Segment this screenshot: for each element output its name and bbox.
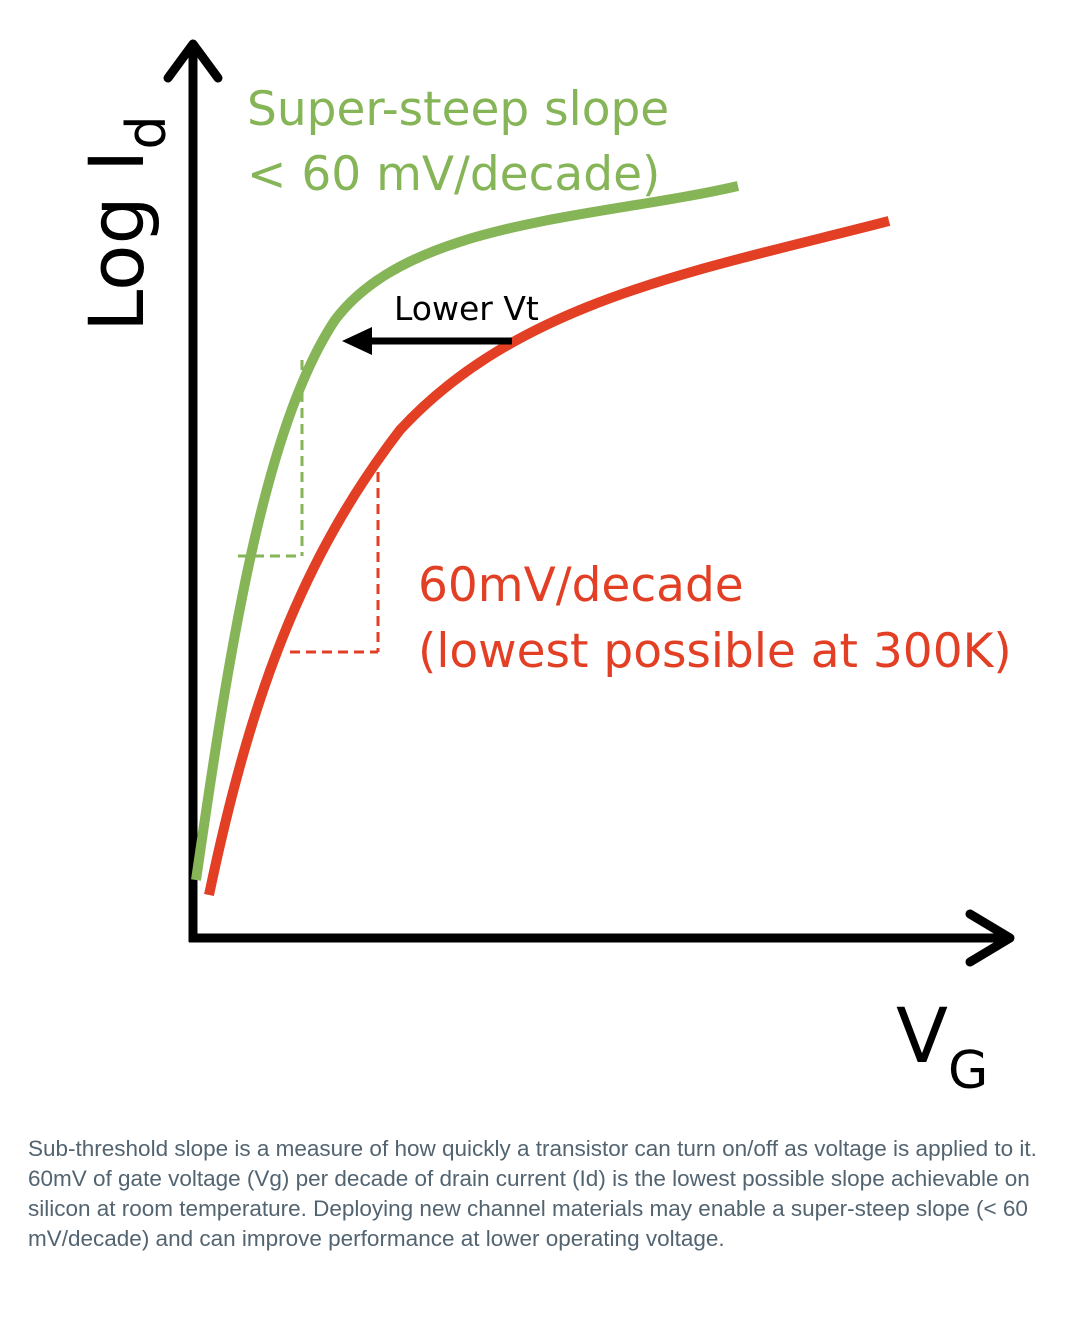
lower-vt-arrow — [342, 327, 512, 355]
green-label-line2: < 60 mV/decade) — [247, 147, 660, 202]
axes — [163, 39, 1015, 967]
y-axis-label-sub: d — [115, 115, 178, 149]
x-axis-arrowhead — [965, 909, 1015, 967]
y-axis-arrowhead — [163, 39, 223, 83]
lower-vt-label: Lower Vt — [394, 289, 539, 328]
image-caption: Sub-threshold slope is a measure of how … — [28, 1136, 1037, 1251]
green-slope-guide — [238, 360, 304, 558]
y-axis-label-main: Log I — [72, 150, 161, 332]
lower-vt-arrowhead — [342, 327, 372, 355]
red-label-line1: 60mV/decade — [418, 558, 744, 613]
subthreshold-slope-diagram: Log Id VG Lower Vt Super-steep slope < 6… — [72, 39, 1015, 1100]
red-slope-guide — [290, 456, 380, 654]
red-label-line2: (lowest possible at 300K) — [418, 624, 1012, 679]
x-axis-label-sub: G — [948, 1041, 988, 1100]
y-axis-label: Log Id — [72, 115, 178, 332]
green-curve-super-steep — [191, 181, 740, 881]
x-axis-label: VG — [896, 991, 988, 1100]
green-label-line1: Super-steep slope — [247, 82, 669, 137]
red-curve-60mv — [204, 216, 891, 897]
x-axis-label-main: V — [896, 991, 948, 1080]
